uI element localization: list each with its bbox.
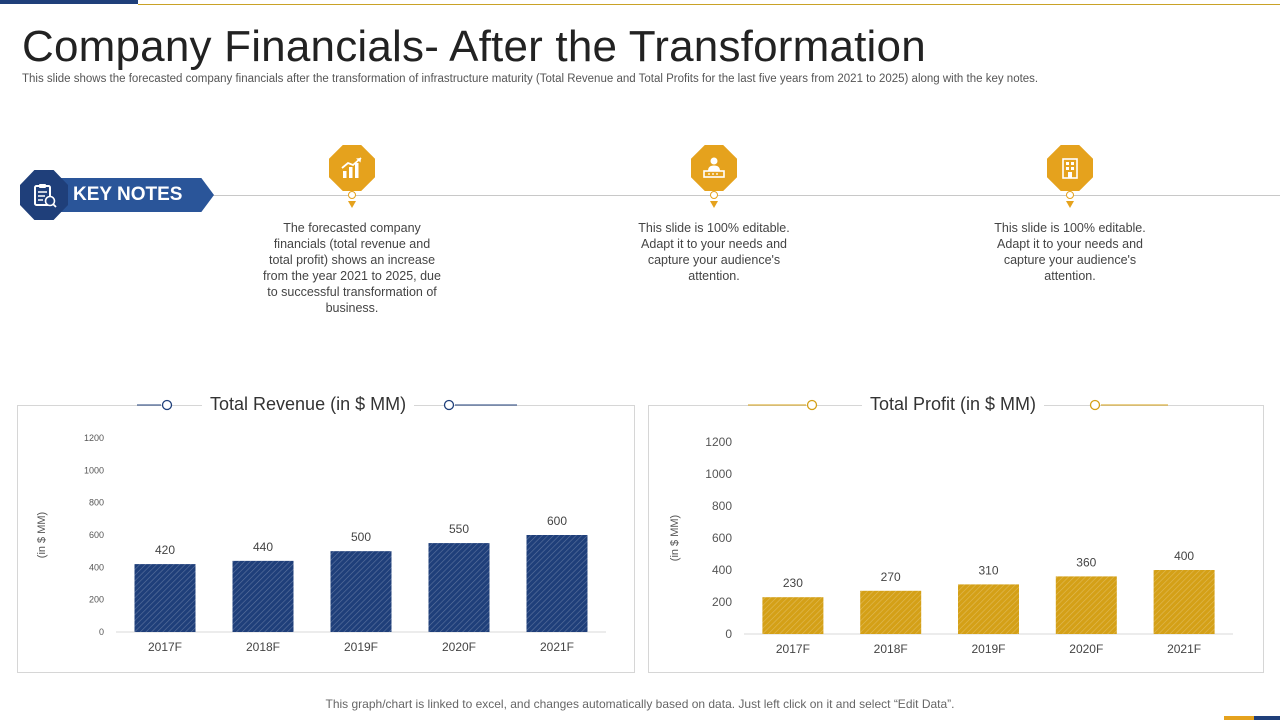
y-tick-label: 1000 <box>84 465 104 475</box>
data-label: 310 <box>978 563 998 577</box>
key-note-text: The forecasted company financials (total… <box>263 221 441 315</box>
timeline-marker <box>710 191 718 199</box>
y-tick-label: 200 <box>89 595 104 605</box>
y-axis-label: (in $ MM) <box>36 512 48 558</box>
data-label: 420 <box>155 543 175 557</box>
y-tick-label: 600 <box>712 531 732 545</box>
x-tick-label: 2018F <box>246 640 280 654</box>
corner-accent-blue <box>1254 716 1280 720</box>
presenter-icon <box>691 145 737 191</box>
growth-chart-icon <box>329 145 375 191</box>
corner-accent-gold <box>1224 716 1254 720</box>
x-tick-label: 2017F <box>776 642 810 656</box>
timeline-pointer <box>710 201 718 208</box>
page-subtitle: This slide shows the forecasted company … <box>22 73 1039 85</box>
bar <box>232 560 294 632</box>
timeline-marker <box>1066 191 1074 199</box>
timeline-pointer <box>1066 201 1074 208</box>
data-label: 500 <box>351 530 371 544</box>
x-tick-label: 2020F <box>442 640 476 654</box>
data-label: 400 <box>1174 549 1194 563</box>
key-notes-banner: KEY NOTES <box>56 178 214 212</box>
y-tick-label: 200 <box>712 595 732 609</box>
x-tick-label: 2020F <box>1069 642 1103 656</box>
y-tick-label: 1200 <box>705 435 732 449</box>
top-accent-line <box>138 4 1280 5</box>
data-label: 230 <box>783 576 803 590</box>
bar <box>1055 576 1117 634</box>
bar <box>330 551 392 632</box>
data-label: 270 <box>881 570 901 584</box>
revenue-chart-title: Total Revenue (in $ MM) <box>202 394 415 415</box>
y-tick-label: 400 <box>89 562 104 572</box>
bar <box>526 535 588 632</box>
page-title: Company Financials- After the Transforma… <box>22 22 926 71</box>
building-icon <box>1047 145 1093 191</box>
timeline-pointer <box>348 201 356 208</box>
y-tick-label: 1200 <box>84 433 104 443</box>
bar <box>1153 570 1215 634</box>
bar <box>762 597 824 634</box>
x-tick-label: 2019F <box>344 640 378 654</box>
bar <box>958 584 1019 634</box>
data-label: 440 <box>253 540 273 554</box>
revenue-bar-chart: (in $ MM) 0 200 400 600 800 1000 1200 420 2017F 44… <box>36 433 606 654</box>
y-tick-label: 600 <box>89 530 104 540</box>
revenue-chart-header <box>137 399 517 411</box>
footer-note: This graph/chart is linked to excel, and… <box>325 697 955 711</box>
data-label: 550 <box>449 522 469 536</box>
x-tick-label: 2017F <box>148 640 182 654</box>
y-tick-label: 0 <box>99 627 104 637</box>
y-tick-label: 0 <box>725 627 732 641</box>
key-note-text: This slide is 100% editable. Adapt it to… <box>994 221 1146 283</box>
key-note-text: This slide is 100% editable. Adapt it to… <box>638 221 790 283</box>
profit-chart-header <box>748 399 1168 411</box>
timeline-line <box>200 195 1280 196</box>
y-tick-label: 1000 <box>705 467 732 481</box>
x-tick-label: 2019F <box>971 642 1005 656</box>
top-accent-bar <box>0 0 138 4</box>
y-tick-label: 800 <box>89 498 104 508</box>
profit-bar-chart: (in $ MM) 0 200 400 600 800 1000 1200 230 2017F 27… <box>669 435 1233 656</box>
x-tick-label: 2021F <box>1167 642 1201 656</box>
data-label: 600 <box>547 514 567 528</box>
x-tick-label: 2021F <box>540 640 574 654</box>
y-tick-label: 400 <box>712 563 732 577</box>
x-tick-label: 2018F <box>874 642 908 656</box>
clipboard-icon <box>20 170 68 220</box>
timeline-marker <box>348 191 356 199</box>
y-tick-label: 800 <box>712 499 732 513</box>
profit-chart-title: Total Profit (in $ MM) <box>862 394 1045 415</box>
y-axis-label: (in $ MM) <box>669 515 681 561</box>
bar <box>860 590 922 634</box>
data-label: 360 <box>1076 555 1096 569</box>
bar <box>134 564 196 632</box>
bar <box>428 543 490 632</box>
